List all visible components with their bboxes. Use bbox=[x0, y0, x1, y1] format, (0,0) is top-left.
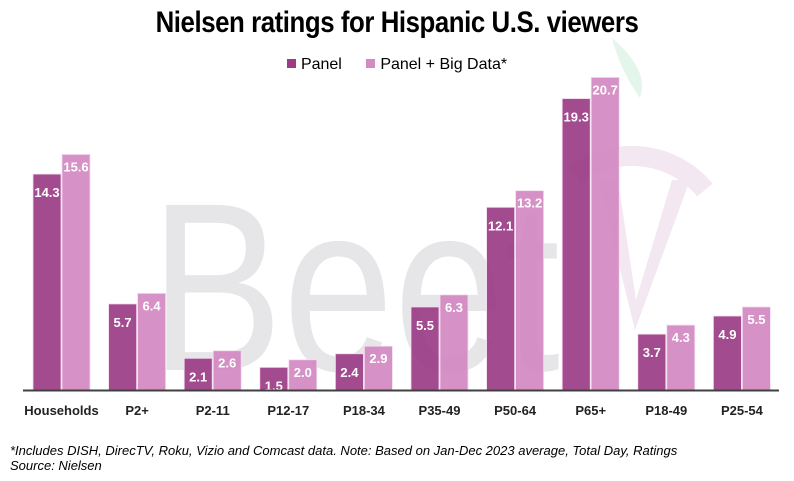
data-label: 2.9 bbox=[369, 351, 387, 366]
data-label: 12.1 bbox=[488, 218, 513, 233]
x-tick-labels: Households P2+ P2-11 P12-17 P18-34 P35-49 P50-… bbox=[24, 403, 763, 418]
data-label: 4.9 bbox=[718, 327, 736, 342]
data-label: 5.7 bbox=[114, 315, 132, 330]
data-label: 2.1 bbox=[189, 369, 207, 384]
legend-swatch-big-data bbox=[366, 59, 376, 69]
x-tick-label: P18-49 bbox=[645, 403, 687, 418]
footnote-note: *Includes DISH, DirecTV, Roku, Vizio and… bbox=[10, 443, 678, 458]
watermark-v bbox=[598, 180, 690, 330]
x-tick-label: P2+ bbox=[125, 403, 149, 418]
chart-title: Nielsen ratings for Hispanic U.S. viewer… bbox=[155, 6, 639, 39]
footnote: *Includes DISH, DirecTV, Roku, Vizio and… bbox=[10, 443, 677, 473]
legend-label-big-data: Panel + Big Data* bbox=[380, 56, 508, 73]
data-label: 6.4 bbox=[143, 298, 162, 313]
bar-panel-p5064 bbox=[486, 206, 516, 391]
bar-big-data-p2 bbox=[137, 292, 167, 391]
data-label: 2.4 bbox=[340, 365, 359, 380]
data-label: 20.7 bbox=[593, 82, 618, 97]
x-tick-label: P12-17 bbox=[267, 403, 309, 418]
legend-item-panel: Panel bbox=[286, 56, 342, 74]
watermark-leaf bbox=[612, 38, 643, 98]
data-label: 2.0 bbox=[294, 365, 312, 380]
x-tick-label: P2-11 bbox=[196, 403, 230, 418]
bar-big-data-households bbox=[61, 154, 91, 391]
x-tick-label: P25-54 bbox=[721, 403, 764, 418]
data-label: 4.3 bbox=[672, 330, 690, 345]
legend-swatch-panel bbox=[286, 59, 296, 69]
footnote-source: Source: Nielsen bbox=[10, 458, 102, 473]
x-tick-label: P50-64 bbox=[494, 403, 537, 418]
data-label: 14.3 bbox=[34, 185, 59, 200]
bar-big-data-p2554 bbox=[742, 306, 771, 391]
legend-label-panel: Panel bbox=[300, 56, 342, 73]
data-label: 6.3 bbox=[445, 300, 463, 315]
bar-panel-p65 bbox=[561, 98, 591, 391]
bar-big-data-p5064 bbox=[515, 190, 544, 391]
x-tick-label: P18-34 bbox=[343, 403, 386, 418]
bar-panel-p1834 bbox=[334, 353, 364, 391]
bar-panel-p1849 bbox=[637, 333, 667, 391]
data-label: 5.5 bbox=[416, 318, 434, 333]
bar-big-data-p65 bbox=[590, 77, 620, 391]
data-label: 15.6 bbox=[63, 159, 88, 174]
x-tick-label: P35-49 bbox=[419, 403, 461, 418]
data-label: 5.5 bbox=[747, 312, 765, 327]
legend-item-big-data: Panel + Big Data* bbox=[366, 56, 507, 74]
bar-big-data-p3549 bbox=[439, 294, 469, 391]
bar-big-data-p1849 bbox=[666, 324, 696, 391]
x-tick-label: P65+ bbox=[575, 403, 606, 418]
bar-big-data-p1834 bbox=[363, 345, 393, 391]
data-label: 19.3 bbox=[564, 110, 589, 125]
bar-panel-households bbox=[32, 173, 62, 391]
x-tick-label: Households bbox=[24, 403, 98, 418]
data-label: 13.2 bbox=[517, 196, 542, 211]
data-label: 3.7 bbox=[643, 345, 661, 360]
bar-panel-p3549 bbox=[410, 306, 440, 391]
legend: Panel Panel + Big Data* bbox=[0, 56, 794, 74]
data-label: 2.6 bbox=[218, 356, 236, 371]
